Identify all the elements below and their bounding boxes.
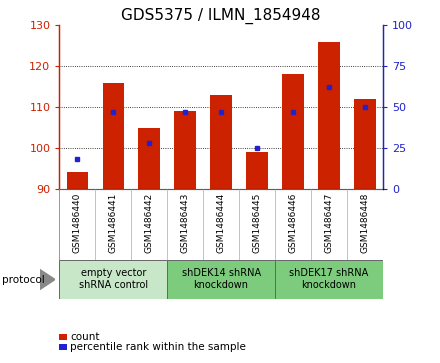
Bar xyxy=(103,83,124,189)
Text: empty vector
shRNA control: empty vector shRNA control xyxy=(79,268,148,290)
Text: protocol: protocol xyxy=(2,274,45,285)
Bar xyxy=(318,42,340,189)
Text: GSM1486445: GSM1486445 xyxy=(253,192,261,253)
Bar xyxy=(66,172,88,189)
Text: GSM1486443: GSM1486443 xyxy=(181,192,190,253)
Text: GSM1486448: GSM1486448 xyxy=(360,192,369,253)
Text: percentile rank within the sample: percentile rank within the sample xyxy=(70,342,246,352)
Text: count: count xyxy=(70,332,100,342)
Text: GSM1486442: GSM1486442 xyxy=(145,192,154,253)
Title: GDS5375 / ILMN_1854948: GDS5375 / ILMN_1854948 xyxy=(121,8,321,24)
Bar xyxy=(139,127,160,189)
Bar xyxy=(275,260,383,299)
Bar xyxy=(167,260,275,299)
Text: GSM1486441: GSM1486441 xyxy=(109,192,118,253)
Text: GSM1486447: GSM1486447 xyxy=(324,192,334,253)
Text: GSM1486444: GSM1486444 xyxy=(216,192,226,253)
Text: shDEK14 shRNA
knockdown: shDEK14 shRNA knockdown xyxy=(182,268,260,290)
Text: shDEK17 shRNA
knockdown: shDEK17 shRNA knockdown xyxy=(289,268,369,290)
Bar xyxy=(354,99,376,189)
Bar xyxy=(210,95,232,189)
Bar xyxy=(246,152,268,189)
Bar xyxy=(282,74,304,189)
Text: GSM1486446: GSM1486446 xyxy=(289,192,297,253)
Text: GSM1486440: GSM1486440 xyxy=(73,192,82,253)
Bar xyxy=(174,111,196,189)
Polygon shape xyxy=(40,269,55,290)
Bar xyxy=(59,260,167,299)
